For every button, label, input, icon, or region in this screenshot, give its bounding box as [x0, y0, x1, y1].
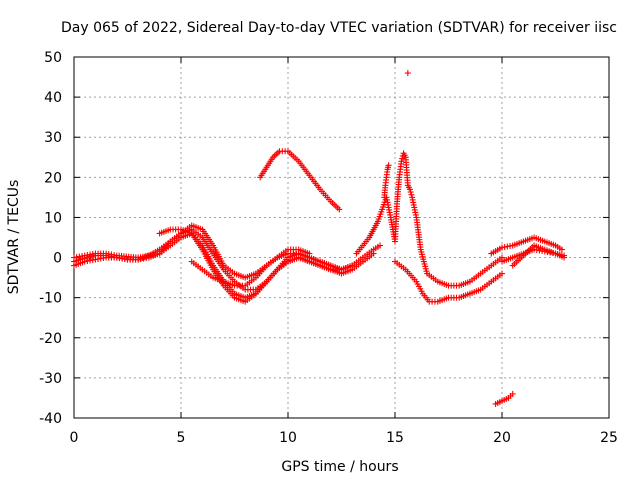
data-points: [71, 70, 568, 407]
data-point: [377, 242, 384, 249]
y-tick-label: 10: [44, 210, 62, 226]
x-tick-label: 15: [386, 430, 404, 446]
x-tick-label: 25: [600, 430, 618, 446]
y-tick-label: 20: [44, 170, 62, 186]
x-tick-label: 5: [177, 430, 186, 446]
data-point: [561, 254, 568, 261]
data-point: [558, 246, 565, 253]
y-tick-label: 40: [44, 90, 62, 106]
y-tick-label: -30: [39, 371, 62, 387]
y-tick-labels: 50 40 30 20 10 0 -10 -20 -30 -40: [39, 50, 62, 427]
data-point: [499, 270, 505, 277]
grid-lines: [74, 57, 609, 418]
data-point: [407, 189, 414, 196]
plot-frame: [73, 56, 610, 419]
axis-ticks: [73, 56, 610, 419]
x-axis-label: GPS time / hours: [281, 459, 398, 475]
y-tick-label: -20: [39, 331, 62, 347]
data-point: [399, 155, 406, 162]
y-axis-label: SDTVAR / TECUs: [6, 180, 22, 295]
y-tick-label: -40: [39, 411, 62, 427]
data-point: [406, 186, 413, 193]
data-point: [385, 162, 392, 169]
x-tick-label: 10: [279, 430, 297, 446]
y-tick-label: 30: [44, 130, 62, 146]
data-point: [336, 206, 343, 213]
chart-title: Day 065 of 2022, Sidereal Day-to-day VTE…: [61, 20, 617, 36]
x-tick-label: 0: [70, 430, 79, 446]
data-point: [509, 390, 516, 397]
data-point: [306, 250, 313, 257]
y-tick-label: 0: [53, 251, 62, 267]
data-point: [404, 70, 411, 77]
data-point: [398, 158, 405, 165]
x-tick-label: 20: [493, 430, 511, 446]
data-point: [349, 262, 356, 269]
y-tick-label: 50: [44, 50, 62, 66]
x-tick-labels: 0 5 10 15 20 25: [70, 430, 618, 446]
data-point: [370, 250, 377, 257]
y-tick-label: -10: [39, 291, 62, 307]
data-point: [408, 191, 415, 198]
